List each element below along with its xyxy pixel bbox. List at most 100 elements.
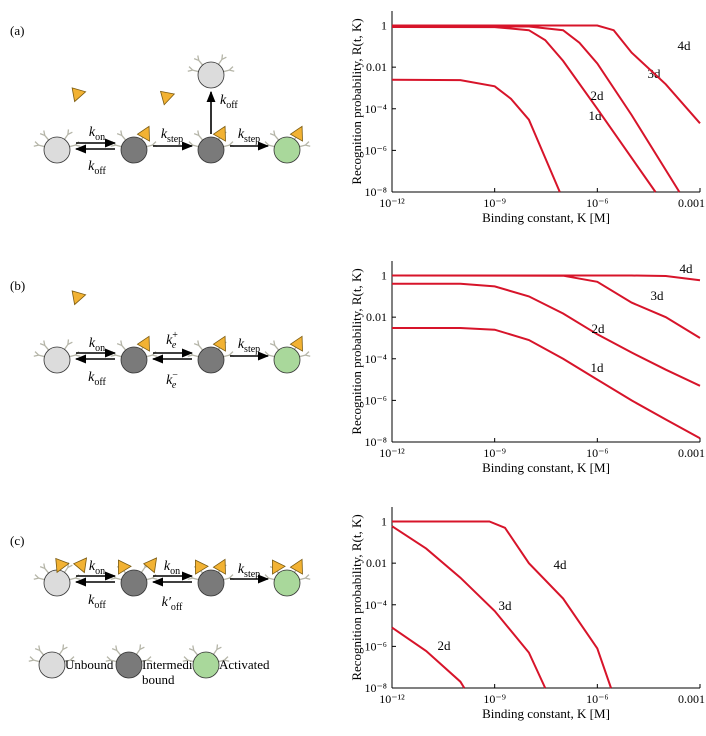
rate-subscript: step [244,344,260,355]
cell [110,129,158,164]
rate-symbol: k [89,336,96,351]
receptor-arm [34,574,40,579]
receptor [115,354,122,358]
receptor [299,144,306,148]
receptor [268,354,275,358]
receptor-arm [229,69,235,72]
curve-label: 1d [591,360,605,375]
receptor [121,135,127,141]
receptor [116,650,122,656]
legend-label: Activated [219,657,270,672]
cell-body [43,136,71,164]
rate-subscript: off [94,600,106,611]
receptor-arm [273,340,276,346]
rate-subscript: on [95,132,105,143]
receptor-arm [269,343,276,347]
y-tick-label: 10⁻⁴ [364,352,387,366]
receptor-arm [223,656,229,661]
receptor-arm [38,645,41,651]
receptor-arm [216,644,219,650]
x-tick-label: 10⁻⁶ [586,446,609,460]
curve-label: 4d [554,557,568,572]
receptor [217,59,223,65]
x-tick-label: 10⁻¹² [379,692,405,706]
rate-label: k− e [166,370,178,391]
curve [392,25,681,193]
x-axis-label: Binding constant, K [M] [482,706,610,721]
rate-subscript: e [172,380,177,391]
rate-symbol: k′ [162,595,172,610]
receptor-arm [29,656,35,661]
receptor-arm [43,130,46,136]
rate-symbol: k [238,562,245,577]
panel-label: (b) [10,278,25,293]
receptor-arm [197,55,200,61]
cell-body [273,136,301,164]
y-tick-label: 1 [381,269,387,283]
cell-body [197,569,225,597]
cell [105,644,153,679]
receptor-arm [120,130,123,136]
receptor [38,144,45,148]
receptor [33,659,40,663]
receptor-arm [221,54,224,60]
rate-label: koff [220,93,238,111]
cell [263,129,311,164]
receptor-arm [43,340,46,346]
ligand [212,558,226,575]
receptor [223,577,230,581]
rate-subscript: on [95,343,105,354]
receptor-arm [139,644,142,650]
y-tick-label: 10⁻⁶ [364,143,387,157]
receptor-arm [305,354,311,357]
ligand [118,559,132,575]
y-tick-label: 10⁻⁴ [364,102,387,116]
receptor-arm [67,564,73,569]
rate-symbol: k [89,125,96,140]
cell-body [197,61,225,89]
receptor [69,577,76,581]
receptor [69,144,76,148]
receptor-arm [146,656,152,661]
receptor [140,567,146,573]
receptor-arm [273,130,276,136]
rate-subscript: off [226,100,238,111]
curve-label: 3d [499,598,513,613]
x-tick-label: 10⁻⁹ [483,196,506,210]
receptor [299,577,306,581]
panel-label: (c) [10,533,24,548]
cell [33,129,81,164]
rate-symbol: k [88,159,95,174]
receptor-arm [75,354,81,357]
receptor-arm [120,340,123,346]
rate-label: k′off [162,595,183,613]
receptor-arm [33,577,39,580]
receptor [69,354,76,358]
receptor-arm [75,577,81,580]
receptor [218,659,225,663]
rate-label: koff [88,370,106,388]
receptor-arm [147,659,153,662]
ligand [72,557,88,574]
curve [392,520,612,689]
receptor-arm [105,659,111,662]
receptor [115,144,122,148]
receptor [38,354,45,358]
receptor [192,577,199,581]
receptor [146,144,153,148]
receptor [63,134,69,140]
receptor [192,144,199,148]
receptor-arm [67,341,73,346]
receptor-arm [188,648,195,652]
x-tick-label: 0.001 [678,692,705,706]
cell-body [197,346,225,374]
receptor-arm [106,656,112,661]
receptor-arm [115,645,118,651]
ligand [55,557,70,574]
receptor [115,577,122,581]
y-tick-label: 0.01 [366,310,387,324]
receptor [63,567,69,573]
receptor [192,69,199,73]
x-tick-label: 10⁻¹² [379,446,405,460]
ligand [289,125,303,142]
